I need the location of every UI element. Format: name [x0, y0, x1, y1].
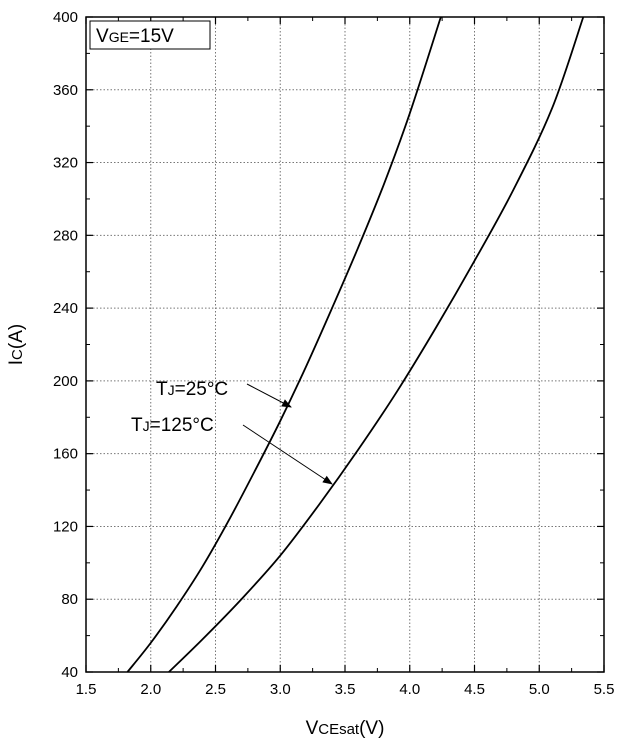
annotation-arrow-tj25: [246, 383, 292, 408]
y-tick-label: 120: [53, 518, 78, 535]
annotation-tj25: TJ=25°C: [156, 379, 228, 400]
legend-sub: GE: [109, 29, 129, 45]
y-axis-label: IC(A): [6, 324, 27, 365]
y-tick-label: 280: [53, 227, 78, 244]
y-tick-label: 40: [61, 664, 78, 681]
x-tick-label: 2.5: [205, 681, 226, 698]
annotation-tj125-sub: J: [143, 418, 150, 434]
series-line-tj125: [168, 16, 585, 673]
annotation-tj25-sub: J: [168, 382, 175, 398]
legend-box-frame: [89, 20, 211, 50]
y-tick-label: 80: [61, 591, 78, 608]
y-axis-label-sub: C: [9, 349, 26, 360]
annotation-tj125: TJ=125°C: [131, 415, 214, 436]
annotation-tj125-main: T: [131, 415, 143, 436]
annotation-tj25-main: T: [156, 379, 168, 400]
legend-box: VGE=15V: [89, 20, 211, 50]
plot-frame: [85, 16, 605, 673]
legend-label: VGE=15V: [96, 26, 174, 47]
series-line-tj25: [126, 16, 442, 673]
curves: [126, 16, 585, 673]
y-axis-label-unit: (A): [6, 324, 27, 349]
x-tick-label: 2.0: [140, 681, 161, 698]
x-tick-label: 1.5: [76, 681, 97, 698]
x-tick-label: 5.5: [594, 681, 615, 698]
annotation-tj25-value: =25°C: [175, 379, 229, 400]
x-tick-label: 5.0: [529, 681, 550, 698]
x-axis-label: VCEsat(V): [306, 718, 385, 739]
x-tick-label: 4.5: [464, 681, 485, 698]
annotation-arrow-tj125: [242, 424, 333, 485]
y-tick-label: 240: [53, 300, 78, 317]
y-tick-label: 360: [53, 82, 78, 99]
ticks: 1.5 2.0 2.5 3.0 3.5 4.0 4.5 5.0 5.5 40 80 120 160 200…: [53, 9, 614, 698]
annotation-tj125-value: =125°C: [150, 415, 214, 436]
y-tick-label: 160: [53, 446, 78, 463]
annotations: TJ=25°CTJ=125°C: [131, 379, 333, 485]
x-axis-label-sub: CEsat: [318, 721, 360, 738]
x-tick-label: 3.0: [270, 681, 291, 698]
x-axis-label-unit: (V): [359, 718, 384, 739]
y-tick-label: 320: [53, 155, 78, 172]
x-axis-label-main: V: [306, 718, 319, 739]
y-tick-label: 400: [53, 9, 78, 26]
y-tick-label: 200: [53, 373, 78, 390]
grid-lines: [86, 17, 604, 672]
legend-main: V: [96, 26, 109, 47]
x-tick-label: 3.5: [335, 681, 356, 698]
y-axis-label-main: I: [6, 360, 27, 365]
x-tick-label: 4.0: [399, 681, 420, 698]
legend-value: =15V: [129, 26, 174, 47]
